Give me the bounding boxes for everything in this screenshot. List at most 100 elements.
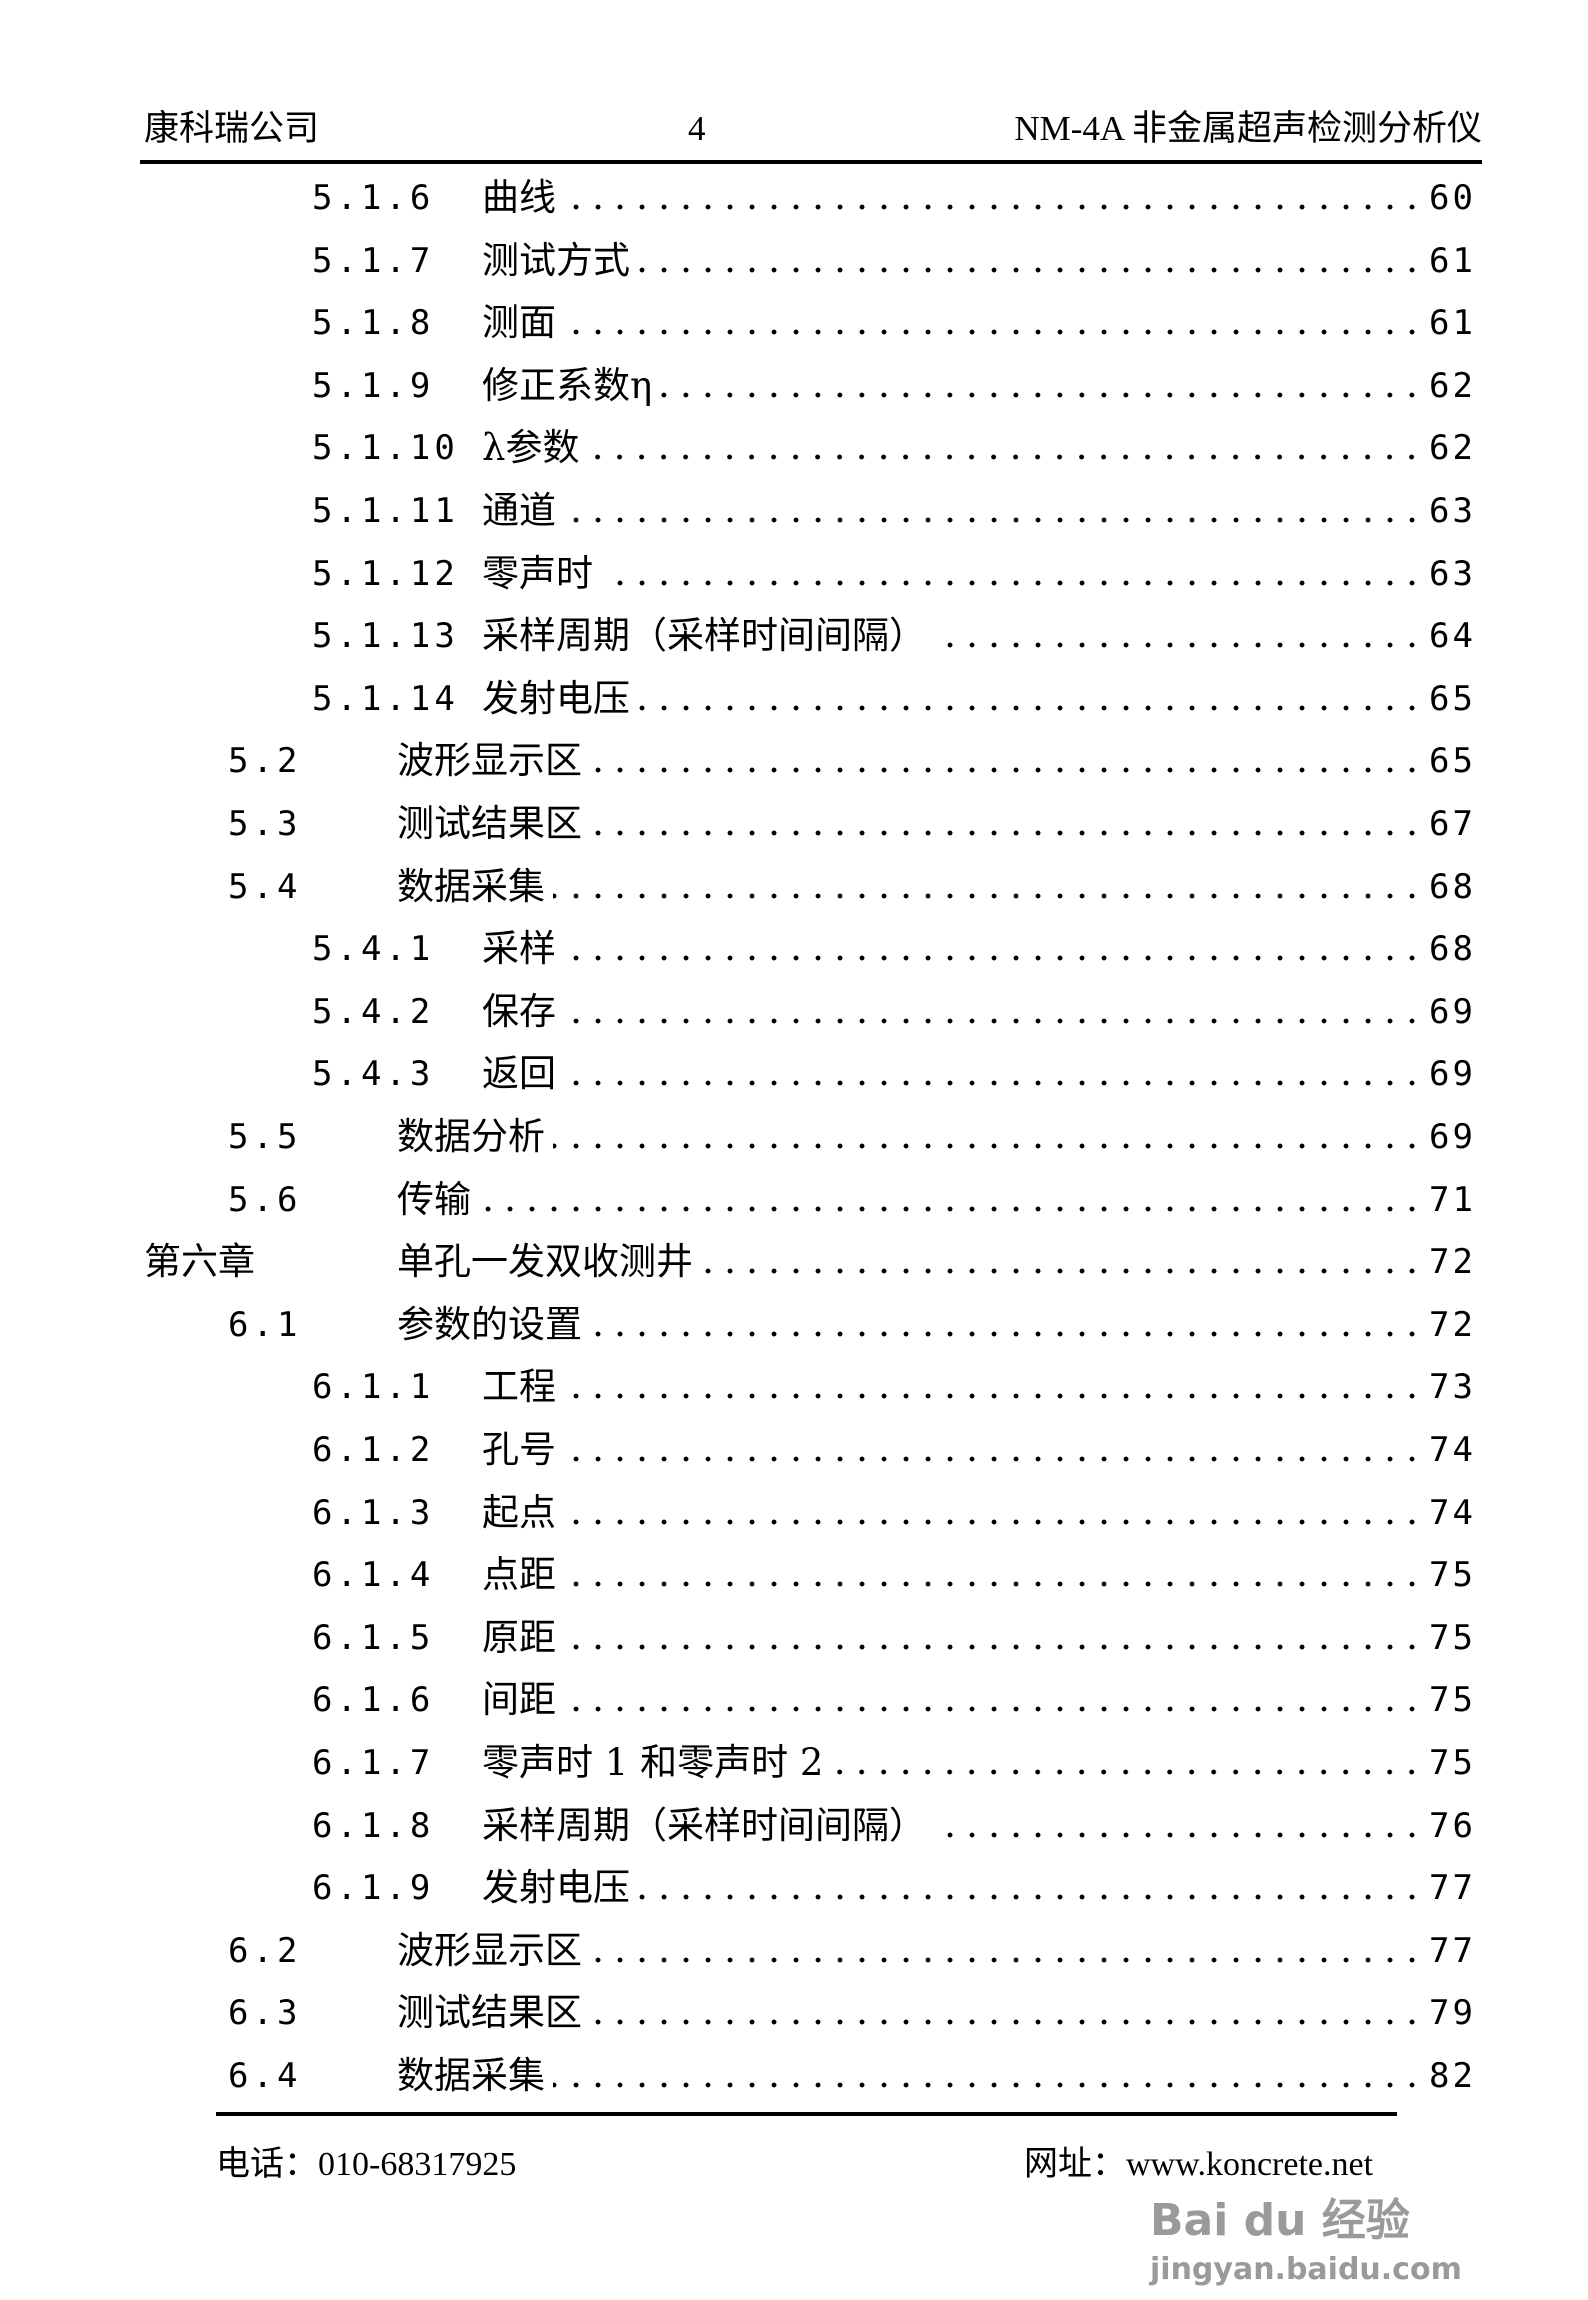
toc-entry-page: 76 <box>1429 1805 1476 1846</box>
toc-entry-page: 64 <box>1429 616 1476 657</box>
toc-entry-number: 5.6 <box>228 1179 302 1220</box>
toc-entry-title: 采样周期（采样时间间隔） <box>482 1803 926 1847</box>
dot-leader <box>590 1329 1424 1338</box>
baidu-watermark-logo: Bai du 经验 <box>1150 2195 1410 2246</box>
dot-leader <box>553 2081 1424 2089</box>
toc-entry-line: 通道 63 <box>482 486 1476 536</box>
dot-leader <box>564 954 1424 963</box>
toc-entry[interactable]: 6.1.4 点距 75 <box>0 1550 1588 1600</box>
toc-entry-title: 数据分析 <box>397 1115 545 1158</box>
toc-entry[interactable]: 5.4 数据采集 68 <box>0 862 1588 912</box>
toc-entry[interactable]: 6.1.5 原距 75 <box>0 1613 1588 1663</box>
toc-entry[interactable]: 6.4 数据采集 82 <box>0 2051 1588 2101</box>
dot-leader <box>564 1517 1424 1526</box>
dot-leader <box>564 516 1424 524</box>
toc-entry[interactable]: 5.1.14 发射电压 65 <box>0 674 1588 724</box>
dot-leader <box>564 1016 1424 1025</box>
toc-entry-line: 起点 74 <box>482 1488 1476 1538</box>
toc-entry-line: 工程 73 <box>482 1362 1476 1412</box>
toc-entry-page: 82 <box>1429 2056 1476 2096</box>
toc-entry[interactable]: 6.1.1 工程 73 <box>0 1362 1588 1412</box>
toc-entry[interactable]: 5.3 测试结果区 67 <box>0 799 1588 849</box>
toc-entry-line: λ参数 62 <box>482 423 1476 473</box>
toc-entry-page: 75 <box>1429 1743 1476 1783</box>
toc-entry[interactable]: 6.1.6 间距 75 <box>0 1675 1588 1725</box>
toc-entry[interactable]: 5.1.11 通道 63 <box>0 486 1588 536</box>
toc-entry-number: 5.1.10 <box>312 428 459 469</box>
toc-entry[interactable]: 5.4.2 保存 69 <box>0 987 1588 1037</box>
toc-entry[interactable]: 5.4.1 采样 68 <box>0 924 1588 974</box>
toc-entry[interactable]: 6.1.8 采样周期（采样时间间隔） 76 <box>0 1801 1588 1851</box>
toc-entry-title: 工程 <box>482 1365 556 1409</box>
toc-entry-title: 波形显示区 <box>397 1928 582 1972</box>
toc-entry[interactable]: 第六章 单孔一发双收测井 72 <box>0 1237 1588 1287</box>
toc-entry-line: 数据分析 69 <box>397 1112 1476 1162</box>
dot-leader <box>590 766 1424 775</box>
toc-entry-line: 原距 75 <box>482 1613 1476 1663</box>
toc-entry-title: 参数的设置 <box>397 1302 582 1346</box>
toc-entry[interactable]: 6.1.2 孔号 74 <box>0 1425 1588 1475</box>
toc-entry-page: 69 <box>1429 991 1476 1032</box>
toc-entry-title: 修正系数η <box>482 363 653 407</box>
footer-website: 网址：www.koncrete.net <box>1024 2146 1374 2183</box>
toc-entry-page: 72 <box>1429 1304 1476 1345</box>
toc-entry-line: 采样周期（采样时间间隔） 76 <box>482 1801 1476 1851</box>
dot-leader <box>638 265 1424 274</box>
toc-entry[interactable]: 5.1.13 采样周期（采样时间间隔） 64 <box>0 611 1588 661</box>
toc-entry-page: 73 <box>1429 1367 1476 1408</box>
toc-entry[interactable]: 6.2 波形显示区 77 <box>0 1926 1588 1976</box>
toc-entry-page: 63 <box>1429 491 1476 531</box>
toc-entry-page: 62 <box>1429 365 1476 406</box>
toc-entry-line: 发射电压 77 <box>482 1863 1476 1913</box>
toc-entry[interactable]: 5.5 数据分析 69 <box>0 1112 1588 1162</box>
toc-entry-page: 61 <box>1429 240 1476 281</box>
toc-entry-number: 5.4.2 <box>312 991 435 1032</box>
toc-entry[interactable]: 6.3 测试结果区 79 <box>0 1988 1588 2038</box>
toc-entry-line: 采样周期（采样时间间隔） 64 <box>482 611 1476 661</box>
toc-entry-number: 5.4.3 <box>312 1054 435 1095</box>
toc-entry-line: 曲线 60 <box>482 173 1476 223</box>
toc-entry[interactable]: 5.1.7 测试方式 61 <box>0 236 1588 286</box>
toc-entry-title: 单孔一发双收测井 <box>397 1240 693 1284</box>
toc-entry-number: 6.3 <box>228 1993 302 2034</box>
toc-entry-number: 5.1.11 <box>312 491 459 531</box>
toc-entry[interactable]: 5.6 传输 71 <box>0 1175 1588 1225</box>
toc-entry-page: 65 <box>1429 741 1476 782</box>
toc-entry-line: 单孔一发双收测井 72 <box>397 1237 1476 1287</box>
toc-entry-line: 采样 68 <box>482 924 1476 974</box>
toc-entry-page: 71 <box>1429 1179 1476 1220</box>
toc-entry[interactable]: 5.1.12 零声时 63 <box>0 549 1588 599</box>
toc-entry[interactable]: 5.2 波形显示区 65 <box>0 736 1588 786</box>
toc-entry-line: 参数的设置 72 <box>397 1300 1476 1350</box>
toc-entry-title: 原距 <box>482 1615 556 1659</box>
toc-entry-title: 零声时 <box>482 551 593 595</box>
toc-entry-line: 测试结果区 67 <box>397 799 1476 849</box>
toc-entry-title: 返回 <box>482 1052 556 1096</box>
toc-entry-line: 测面 61 <box>482 298 1476 348</box>
toc-entry-number: 6.1.3 <box>312 1492 435 1533</box>
toc-entry-page: 68 <box>1429 866 1476 907</box>
toc-entry-line: 测试结果区 79 <box>397 1988 1476 2038</box>
toc-entry-title: 测试方式 <box>482 238 630 282</box>
toc-entry-title: 点距 <box>482 1553 556 1597</box>
toc-entry[interactable]: 6.1.9 发射电压 77 <box>0 1863 1588 1913</box>
dot-leader <box>564 1580 1424 1589</box>
toc-entry-number: 6.1.7 <box>312 1743 435 1783</box>
toc-entry-number: 6.1.5 <box>312 1617 435 1658</box>
toc-entry[interactable]: 5.1.8 测面 61 <box>0 298 1588 348</box>
toc-entry-title: 保存 <box>482 989 556 1033</box>
toc-entry[interactable]: 6.1.3 起点 74 <box>0 1488 1588 1538</box>
toc-entry-page: 63 <box>1429 553 1476 594</box>
toc-entry[interactable]: 5.1.10 λ参数 62 <box>0 423 1588 473</box>
toc-entry-number: 6.1.8 <box>312 1805 435 1846</box>
toc-entry[interactable]: 5.1.6 曲线 60 <box>0 173 1588 223</box>
toc-entry-title: 发射电压 <box>482 676 630 720</box>
toc-entry-title: 传输 <box>397 1177 471 1221</box>
toc-entry-number: 第六章 <box>144 1240 255 1284</box>
toc-entry[interactable]: 5.1.9 修正系数η 62 <box>0 361 1588 411</box>
toc-entry[interactable]: 6.1.7 零声时 1 和零声时 2 75 <box>0 1738 1588 1788</box>
toc-entry[interactable]: 6.1 参数的设置 72 <box>0 1300 1588 1350</box>
toc-entry[interactable]: 5.4.3 返回 69 <box>0 1049 1588 1099</box>
toc-entry-line: 发射电压 65 <box>482 674 1476 724</box>
dot-leader <box>553 891 1424 900</box>
